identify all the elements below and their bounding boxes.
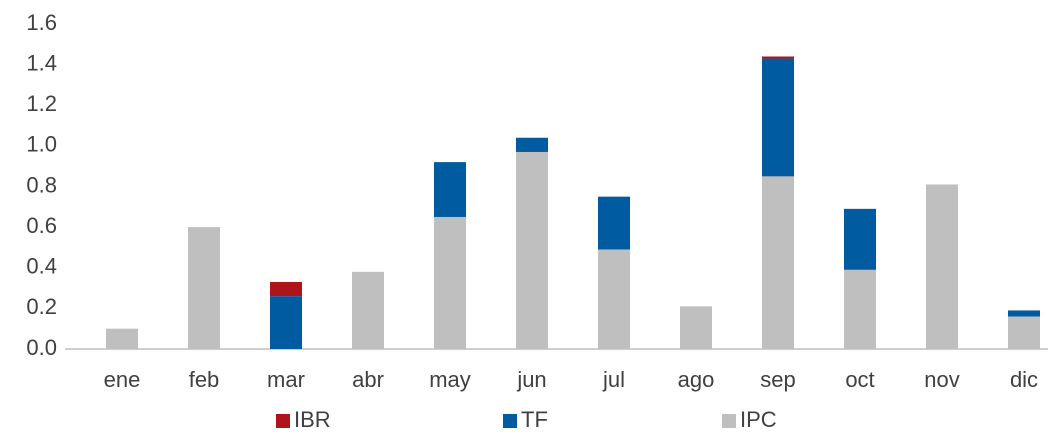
x-tick-label: jun [516, 367, 546, 392]
y-tick-label: 0.0 [26, 335, 57, 360]
bar-segment [434, 162, 466, 217]
bar-segment [1008, 316, 1040, 349]
bar-segment [270, 296, 302, 349]
x-tick-label: feb [189, 367, 220, 392]
bar-segment [270, 281, 302, 297]
bar-segment [844, 269, 876, 349]
x-tick-label: mar [267, 367, 305, 392]
x-tick-label: oct [845, 367, 874, 392]
legend-label: IBR [294, 407, 331, 432]
bar-segment [598, 196, 630, 250]
bar-segment [762, 56, 794, 59]
legend-swatch [276, 414, 290, 428]
legend-label: TF [521, 407, 548, 432]
x-tick-label: ene [104, 367, 141, 392]
y-tick-label: 0.2 [26, 294, 57, 319]
bar-segment [516, 151, 548, 349]
x-tick-label: sep [760, 367, 795, 392]
y-tick-label: 1.6 [26, 10, 57, 35]
bar-segment [598, 249, 630, 349]
bar-segment [844, 208, 876, 270]
x-tick-label: ago [678, 367, 715, 392]
bar-segment [1008, 310, 1040, 317]
bar-segment [434, 216, 466, 349]
y-tick-label: 1.4 [26, 50, 57, 75]
y-tick-label: 0.8 [26, 172, 57, 197]
bar-segment [762, 176, 794, 349]
bar-segment [516, 137, 548, 152]
legend-swatch [503, 414, 517, 428]
legend-label: IPC [740, 407, 777, 432]
bar-segment [926, 184, 958, 349]
x-tick-label: may [429, 367, 471, 392]
bar-segment [680, 306, 712, 349]
bar-segment [762, 58, 794, 177]
legend-swatch [722, 414, 736, 428]
y-tick-label: 1.0 [26, 132, 57, 157]
y-tick-label: 0.4 [26, 254, 57, 279]
x-tick-label: nov [924, 367, 959, 392]
bar-segment [188, 227, 220, 349]
x-tick-label: abr [352, 367, 384, 392]
bar-segment [352, 271, 384, 349]
x-tick-label: jul [602, 367, 625, 392]
bar-segment [106, 328, 138, 349]
x-tick-label: dic [1010, 367, 1038, 392]
y-tick-label: 1.2 [26, 91, 57, 116]
y-tick-label: 0.6 [26, 213, 57, 238]
